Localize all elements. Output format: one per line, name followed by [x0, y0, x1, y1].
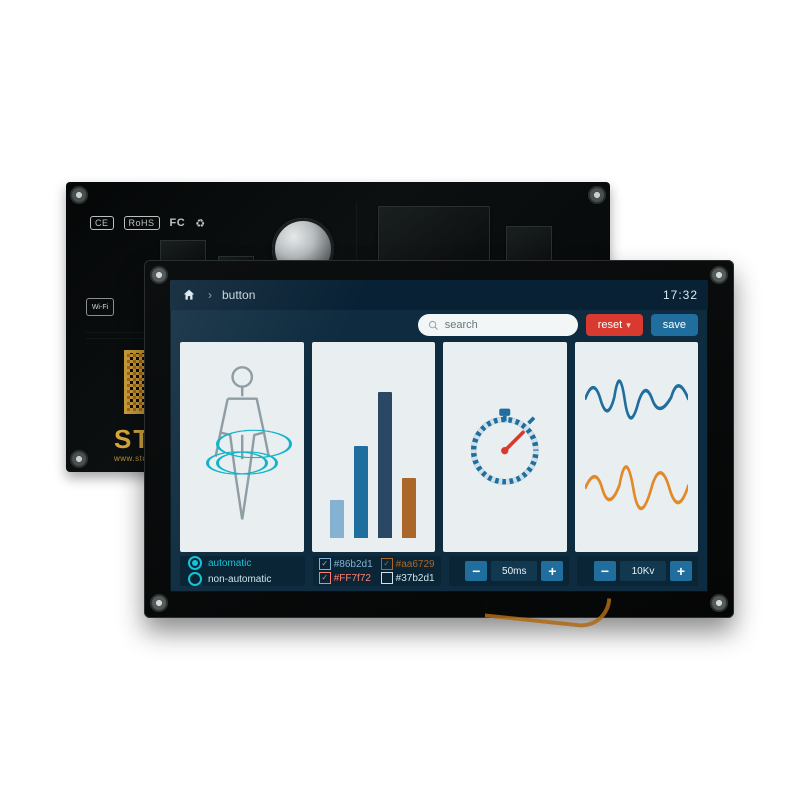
panel-bar-chart[interactable]	[312, 342, 436, 552]
breadcrumb[interactable]: button	[222, 288, 255, 302]
fc-mark: FC	[170, 217, 186, 229]
wifi-badge: Wi-Fi	[86, 298, 114, 316]
radio-off-icon	[188, 572, 202, 586]
chevron-down-icon: ▾	[626, 320, 631, 331]
bar	[330, 500, 344, 538]
reset-button[interactable]: reset ▾	[586, 314, 643, 336]
reset-label: reset	[598, 319, 622, 331]
radio-automatic[interactable]: automatic	[188, 556, 251, 570]
voltage-stepper: − 10Kv +	[577, 556, 698, 586]
swatch-label: #37b2d1	[396, 573, 435, 584]
search-placeholder: search	[445, 319, 478, 331]
radio-non-automatic[interactable]: non-automatic	[188, 572, 271, 586]
home-icon[interactable]	[180, 286, 198, 304]
panel-body-scan[interactable]	[180, 342, 304, 552]
checkbox-on-icon	[319, 572, 331, 584]
swatch-check[interactable]: #37b2d1	[381, 572, 435, 584]
save-button[interactable]: save	[651, 314, 698, 336]
save-label: save	[663, 319, 686, 331]
swatch-check[interactable]: #FF7f72	[319, 572, 373, 584]
panel-waveform[interactable]	[575, 342, 699, 552]
recycle-icon: ♻	[195, 217, 205, 230]
panel-stopwatch[interactable]	[443, 342, 567, 552]
increment-button[interactable]: +	[670, 561, 692, 581]
swatch-label: #aa6729	[396, 559, 435, 570]
voltage-value: 10Kv	[620, 561, 666, 581]
lcd-module: › button 17:32 search reset ▾ save	[144, 260, 734, 618]
checkbox-on-icon	[381, 558, 393, 570]
topbar: › button 17:32	[170, 280, 708, 310]
search-input[interactable]: search	[418, 314, 578, 336]
time-stepper: − 50ms +	[449, 556, 570, 586]
increment-button[interactable]: +	[541, 561, 563, 581]
stopwatch-icon	[459, 358, 551, 536]
clock-label: 17:32	[663, 288, 698, 302]
color-swatch-group: #86b2d1 #aa6729 #FF7f72 #37b2d1	[313, 556, 441, 586]
time-value: 50ms	[491, 561, 537, 581]
bar	[354, 446, 368, 538]
radio-label: non-automatic	[208, 574, 271, 585]
ce-mark: CE	[90, 216, 114, 230]
chevron-right-icon: ›	[208, 288, 212, 302]
radio-on-icon	[188, 556, 202, 570]
search-icon	[428, 320, 439, 331]
checkbox-on-icon	[319, 558, 331, 570]
swatch-label: #FF7f72	[334, 573, 371, 584]
decrement-button[interactable]: −	[594, 561, 616, 581]
control-strip: automatic non-automatic #86b2d1 #aa6729 …	[180, 556, 698, 586]
decrement-button[interactable]: −	[465, 561, 487, 581]
swatch-check[interactable]: #86b2d1	[319, 558, 373, 570]
panel-row	[180, 342, 698, 552]
toolbar: search reset ▾ save	[170, 310, 708, 340]
mode-radio-group: automatic non-automatic	[180, 556, 305, 586]
radio-label: automatic	[208, 558, 251, 569]
bar-chart	[326, 356, 422, 538]
scan-ring-icon	[216, 451, 278, 474]
waveform-chart	[585, 352, 689, 542]
touchscreen[interactable]: › button 17:32 search reset ▾ save	[170, 280, 708, 592]
swatch-label: #86b2d1	[334, 559, 373, 570]
rohs-mark: RoHS	[124, 216, 160, 230]
flex-cable	[485, 586, 612, 631]
certification-row: CE RoHS FC ♻	[90, 216, 206, 230]
swatch-check[interactable]: #aa6729	[381, 558, 435, 570]
checkbox-off-icon	[381, 572, 393, 584]
bar	[378, 392, 392, 538]
bar	[402, 478, 416, 538]
